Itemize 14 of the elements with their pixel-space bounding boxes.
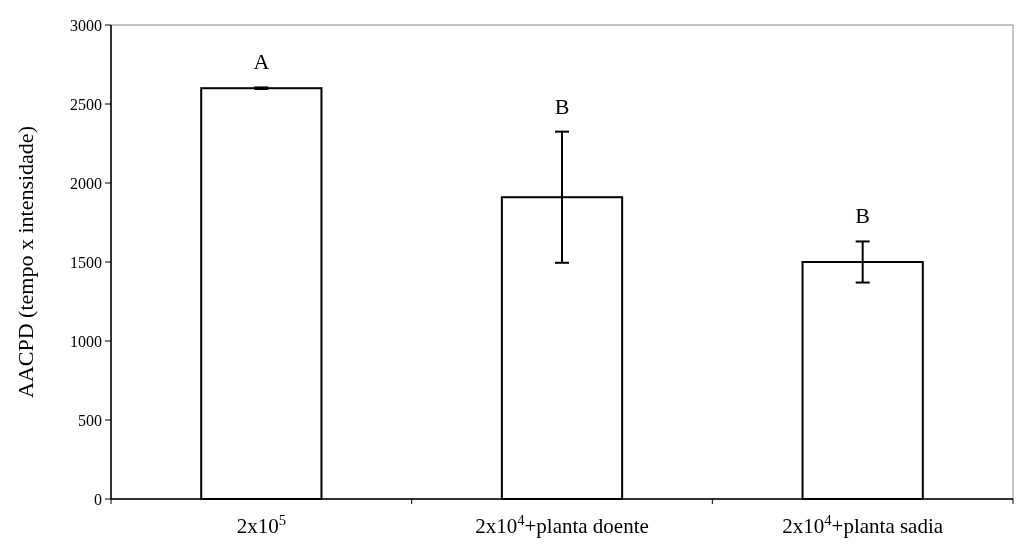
y-tick-label: 1500 <box>70 253 102 271</box>
x-tick-label: 2x10$^{4}$+planta doente <box>475 512 649 538</box>
y-tick-label: 1000 <box>70 332 102 350</box>
x-tick-label: 2x10$^{5}$ <box>236 512 287 538</box>
y-tick-label: 0 <box>94 490 102 508</box>
annotation: B <box>554 93 570 119</box>
y-tick-label: 500 <box>78 411 102 429</box>
y-axis-title: AACPD (tempo x intensidade) <box>13 126 38 398</box>
y-tick-label: 2000 <box>70 174 102 192</box>
x-tick-label: 2x10$^{4}$+planta sadia <box>782 512 944 538</box>
y-tick-label: 3000 <box>70 16 102 34</box>
annotation: B <box>855 203 871 229</box>
y-tick-label: 2500 <box>70 95 102 113</box>
annotation: A <box>253 49 270 75</box>
